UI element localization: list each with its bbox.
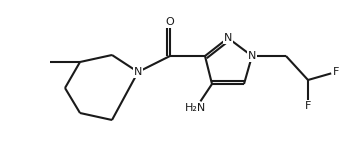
- Text: N: N: [224, 33, 232, 43]
- Text: N: N: [248, 51, 256, 61]
- Text: N: N: [134, 67, 142, 77]
- Text: H₂N: H₂N: [186, 103, 206, 113]
- Text: F: F: [305, 101, 311, 111]
- Text: F: F: [333, 67, 339, 77]
- Text: O: O: [166, 17, 174, 27]
